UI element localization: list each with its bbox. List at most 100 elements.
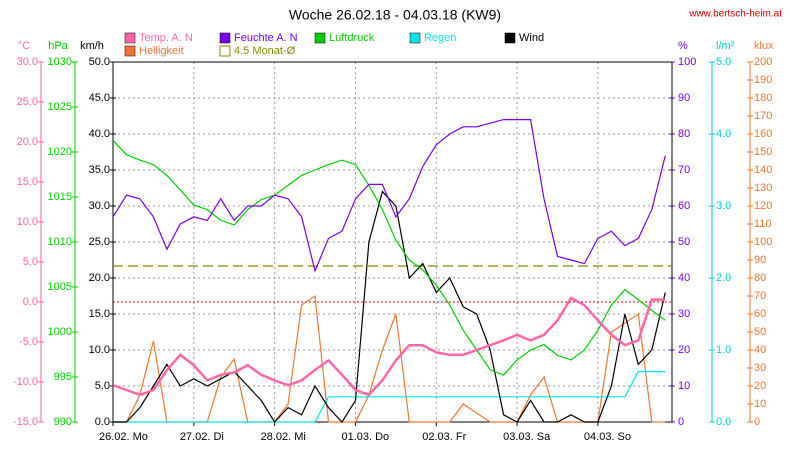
y-tick-label: 120 [754, 200, 772, 212]
y-tick-label: 5.0 [95, 380, 110, 392]
y-tick-label: 100 [678, 56, 696, 68]
y-tick-label: 1025 [48, 101, 72, 113]
legend-label: 4.5 Monat-Ø [234, 45, 296, 57]
y-tick-label: 35.0 [89, 164, 110, 176]
y-tick-label: 1030 [48, 56, 72, 68]
series-line [113, 190, 666, 423]
y-tick-label: 1020 [48, 146, 72, 158]
y-tick-label: 90 [678, 92, 690, 104]
x-tick-label: 02.03. Fr [422, 431, 466, 443]
y-tick-label: 80 [678, 128, 690, 140]
y-tick-label: 990 [54, 416, 72, 428]
y-tick-label: 0.0 [716, 416, 731, 428]
series-line [112, 139, 666, 376]
y-tick-label: 40 [754, 344, 766, 356]
y-tick-label: 200 [754, 56, 772, 68]
y-tick-label: 3.0 [716, 200, 731, 212]
legend-swatch [219, 45, 231, 57]
legend-swatch [409, 32, 421, 44]
y-tick-label: 1010 [48, 236, 72, 248]
y-tick-label: -10.0 [13, 376, 38, 388]
y-tick-label: 0 [678, 416, 684, 428]
y-tick-label: 70 [678, 164, 690, 176]
y-tick-label: 50 [754, 326, 766, 338]
chart-title: Woche 26.02.18 - 04.03.18 (KW9) [289, 7, 501, 23]
y-tick-label: 180 [754, 92, 772, 104]
y-tick-label: 50 [678, 236, 690, 248]
y-tick-label: 20 [754, 380, 766, 392]
y-tick-label: 4.0 [716, 128, 731, 140]
series-line [112, 119, 666, 273]
y-tick-label: 10 [678, 380, 690, 392]
legend-label: Wind [519, 32, 544, 44]
y-tick-label: 25.0 [17, 96, 38, 108]
y-tick-label: 30.0 [89, 200, 110, 212]
y-tick-label: 20.0 [17, 136, 38, 148]
y-tick-label: 40 [678, 272, 690, 284]
y-tick-label: 80 [754, 272, 766, 284]
y-tick-label: 40.0 [89, 128, 110, 140]
y-tick-label: 90 [754, 254, 766, 266]
y-tick-label: 15.0 [89, 308, 110, 320]
y-tick-label: 50.0 [89, 56, 110, 68]
y-tick-label: 70 [754, 290, 766, 302]
y-tick-label: 0.0 [23, 296, 38, 308]
y-tick-label: 1000 [48, 326, 72, 338]
y-tick-label: 2.0 [716, 272, 731, 284]
y-tick-label: 160 [754, 128, 772, 140]
legend-label: Temp. A. N [139, 32, 193, 44]
axis-title: klux [754, 40, 774, 52]
y-tick-label: -5.0 [19, 336, 38, 348]
legend-label: Helligkeit [139, 45, 184, 57]
y-tick-label: 30 [754, 362, 766, 374]
y-tick-label: 30.0 [17, 56, 38, 68]
x-tick-label: 28.02. Mi [261, 431, 306, 443]
y-tick-label: 0 [754, 416, 760, 428]
x-tick-label: 04.03. So [584, 431, 631, 443]
x-tick-label: 26.02. Mo [99, 431, 148, 443]
y-tick-label: 60 [678, 200, 690, 212]
legend-swatch [124, 32, 136, 44]
legend-label: Luftdruck [329, 32, 375, 44]
y-tick-label: 150 [754, 146, 772, 158]
y-tick-label: 1015 [48, 191, 72, 203]
y-tick-label: 1005 [48, 281, 72, 293]
y-tick-label: 20.0 [89, 272, 110, 284]
legend-swatch [219, 32, 231, 44]
y-tick-label: 10 [754, 398, 766, 410]
y-tick-label: 20 [678, 344, 690, 356]
axis-title: °C [18, 40, 30, 52]
y-tick-label: 170 [754, 110, 772, 122]
y-tick-label: 1.0 [716, 344, 731, 356]
legend-swatch [504, 32, 516, 44]
source: www.bertsch-heim.at [688, 9, 782, 20]
axis-title: % [678, 40, 688, 52]
y-tick-label: 25.0 [89, 236, 110, 248]
y-tick-label: 15.0 [17, 176, 38, 188]
y-tick-label: 60 [754, 308, 766, 320]
y-tick-label: 130 [754, 182, 772, 194]
y-tick-label: -15.0 [13, 416, 38, 428]
y-tick-label: 30 [678, 308, 690, 320]
plot-frame [112, 61, 673, 423]
x-tick-label: 01.03. Do [341, 431, 389, 443]
y-tick-label: 110 [754, 218, 772, 230]
series-line [113, 371, 666, 423]
y-tick-label: 10.0 [89, 344, 110, 356]
y-tick-label: 10.0 [17, 216, 38, 228]
legend-label: Regen [424, 32, 456, 44]
legend-swatch [314, 32, 326, 44]
y-tick-label: 995 [54, 371, 72, 383]
axis-title: hPa [48, 40, 68, 52]
y-tick-label: 190 [754, 74, 772, 86]
y-tick-label: 140 [754, 164, 772, 176]
legend-swatch [124, 45, 136, 57]
legend-label: Feuchte A. N [234, 32, 298, 44]
y-tick-label: 5.0 [23, 256, 38, 268]
y-tick-label: 5.0 [716, 56, 731, 68]
x-tick-label: 03.03. Sa [503, 431, 551, 443]
y-tick-label: 100 [754, 236, 772, 248]
axis-title: l/m² [716, 40, 735, 52]
